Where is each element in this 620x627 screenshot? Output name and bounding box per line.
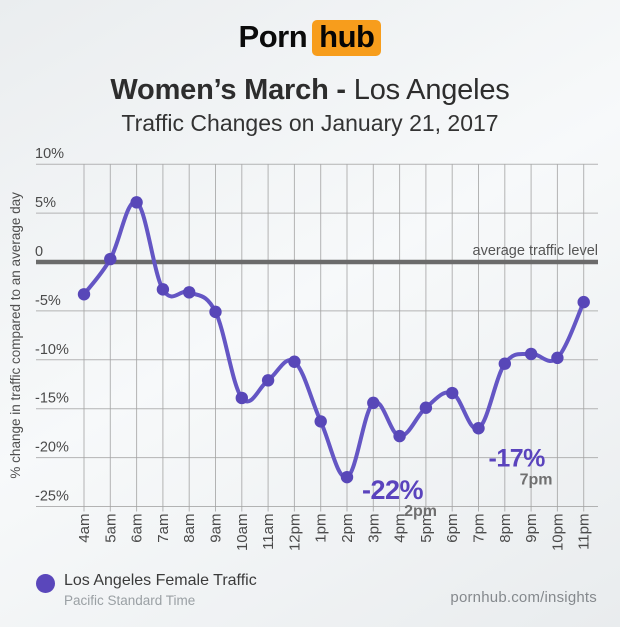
data-point: [419, 401, 433, 414]
y-tick-label: 0: [35, 244, 43, 260]
x-tick-label: 9pm: [523, 514, 540, 543]
data-point: [577, 295, 590, 309]
x-tick-label: 5pm: [418, 514, 435, 543]
x-tick-label: 7am: [155, 514, 172, 543]
data-point: [524, 347, 538, 361]
annotation-value: -22%: [362, 475, 424, 505]
average-traffic-level-label: average traffic level: [473, 243, 598, 259]
y-tick-label: 5%: [35, 195, 56, 211]
x-tick-label: 10pm: [549, 514, 566, 552]
data-point: [209, 305, 222, 319]
data-point: [183, 286, 196, 299]
page-title: Women’s March - Los Angeles: [0, 74, 620, 107]
x-tick-label: 11pm: [576, 514, 593, 550]
insights-watermark: pornhub.com/insights: [450, 589, 597, 606]
page-subtitle: Traffic Changes on January 21, 2017: [121, 110, 499, 136]
x-tick-label: 6pm: [444, 514, 461, 543]
x-tick-label: 2pm: [339, 514, 356, 543]
title-light-part: Los Angeles: [345, 74, 510, 106]
x-tick-label: 8am: [181, 514, 198, 543]
y-axis-title: % change in traffic compared to an avera…: [8, 192, 23, 479]
legend-text-block: Los Angeles Female Traffic Pacific Stand…: [64, 572, 257, 608]
x-tick-label: 8pm: [497, 514, 514, 543]
annotation-value: -17%: [489, 444, 546, 472]
logo-text-hub: hub: [312, 20, 382, 56]
y-tick-label: -10%: [35, 342, 69, 358]
data-point: [156, 283, 170, 296]
x-tick-label: 4am: [76, 514, 93, 543]
x-tick-label: 9am: [208, 514, 225, 543]
x-tick-label: 6am: [129, 514, 146, 543]
data-point: [472, 422, 485, 435]
data-point: [314, 415, 327, 428]
data-point: [551, 351, 564, 365]
y-tick-label: -15%: [35, 391, 69, 407]
y-tick-label: -25%: [35, 489, 69, 505]
legend-series-label: Los Angeles Female Traffic: [64, 572, 257, 589]
data-point: [288, 355, 301, 368]
x-tick-label: 11am: [260, 514, 277, 550]
logo-text-porn: Porn: [238, 19, 308, 54]
data-point: [498, 357, 511, 370]
x-tick-label: 7pm: [471, 514, 488, 543]
data-point: [235, 391, 248, 405]
x-tick-label: 10am: [234, 514, 251, 552]
data-point: [340, 470, 354, 484]
x-tick-label: 4pm: [392, 514, 409, 543]
legend-timezone-note: Pacific Standard Time: [64, 593, 196, 608]
data-point: [393, 429, 406, 443]
title-bold-part: Women’s March -: [110, 74, 346, 106]
y-tick-label: 10%: [35, 146, 64, 162]
data-point: [446, 386, 459, 400]
data-point: [261, 374, 275, 387]
data-point: [77, 288, 91, 301]
data-point: [104, 252, 117, 266]
annotation-time: 2pm: [404, 503, 437, 520]
x-tick-label: 1pm: [313, 514, 330, 543]
x-tick-label: 12pm: [286, 514, 303, 552]
legend-marker-icon: [36, 574, 55, 593]
data-point: [130, 196, 143, 209]
y-tick-label: -20%: [35, 440, 69, 456]
data-point: [367, 396, 380, 410]
annotation-time: 7pm: [520, 471, 553, 488]
pornhub-logo: Porn hub: [0, 19, 620, 56]
x-tick-label: 3pm: [365, 514, 382, 543]
chart-legend: Los Angeles Female Traffic Pacific Stand…: [36, 572, 257, 608]
y-tick-label: -5%: [35, 293, 61, 309]
x-tick-label: 5am: [102, 514, 119, 543]
